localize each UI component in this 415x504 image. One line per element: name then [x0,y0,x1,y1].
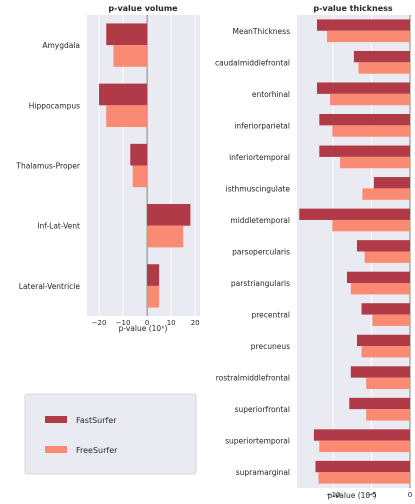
right-category-label: superiortemporal [225,437,290,446]
left-category-label: Inf-Lat-Vent [37,222,80,231]
right-category-label: precentral [252,311,291,320]
right-tick-label: −5 [366,491,376,499]
legend-box [24,393,197,475]
legend-swatch-freesurfer [45,446,67,453]
right-bar-freesurfer-inferiortemporal [340,156,410,169]
right-bar-fastsurfer-meanthickness [316,19,410,31]
right-bar-fastsurfer-parstriangularis [346,271,410,284]
right-bar-freesurfer-precentral [372,314,410,326]
legend: FastSurfer FreeSurfer [24,393,197,475]
right-bar-fastsurfer-superiortemporal [313,429,410,441]
right-bar-fastsurfer-entorhinal [316,82,410,94]
right-category-label: rostralmiddlefrontal [216,374,290,383]
right-bar-fastsurfer-inferiortemporal [319,145,410,157]
right-bar-freesurfer-precuneus [361,346,410,358]
left-category-label: Lateral-Ventricle [19,282,81,291]
right-category-label: parstriangularis [231,279,290,288]
left-bar-freesurfer-amygdala [113,45,148,67]
right-category-label: MeanThickness [232,27,290,36]
right-tick-label: 0 [408,491,412,499]
right-bar-freesurfer-entorhinal [330,93,410,106]
left-tick-label: −20 [92,319,107,327]
left-bar-fastsurfer-lateral-ventricle [147,264,160,286]
volume-bars [99,23,191,308]
legend-swatch-fastsurfer [45,416,67,423]
thickness-x-axis-label: p-value (10ˣ) [328,491,377,500]
right-bar-freesurfer-parstriangularis [350,283,410,295]
right-bar-freesurfer-caudalmiddlefrontal [358,62,410,74]
volume-chart: Amygdala Hippocampus Thalamus-Proper Inf-La… [15,4,200,333]
left-category-label: Thalamus-Proper [15,162,81,171]
right-category-label: precuneus [251,342,290,351]
right-bar-freesurfer-parsopercularis [364,251,410,263]
left-bar-fastsurfer-thalamus-proper [130,143,148,166]
left-tick-label: 0 [145,319,149,327]
left-bar-freesurfer-inf-lat-vent [147,225,184,248]
left-bar-fastsurfer-inf-lat-vent [147,204,191,226]
right-category-label: middletemporal [230,216,290,225]
right-bar-freesurfer-middletemporal [332,219,410,232]
left-bar-freesurfer-lateral-ventricle [147,285,160,308]
right-bar-fastsurfer-precuneus [356,334,410,347]
right-bar-fastsurfer-isthmuscingulate [373,177,410,189]
right-bar-fastsurfer-superiorfrontal [349,397,410,410]
right-category-label: inferiorparietal [234,121,290,130]
legend-label-fastsurfer: FastSurfer [76,416,117,425]
right-bar-freesurfer-superiortemporal [319,440,410,453]
left-tick-label: 20 [191,319,200,327]
thickness-tick-labels: −10 −5 0 [326,491,412,499]
thickness-chart-title: p-value thickness [313,4,393,13]
right-bar-fastsurfer-supramarginal [315,460,410,473]
right-tick-label: −10 [326,491,341,499]
right-bar-freesurfer-inferiorparietal [332,125,410,137]
volume-chart-title: p-value volume [108,4,178,13]
right-bar-fastsurfer-caudalmiddlefrontal [353,50,410,63]
left-category-label: Hippocampus [29,101,80,110]
right-category-label: caudalmiddlefrontal [215,58,290,67]
left-tick-label: −10 [116,319,131,327]
right-bar-fastsurfer-precentral [361,303,410,315]
right-bar-freesurfer-meanthickness [326,30,410,43]
left-bar-freesurfer-hippocampus [106,105,148,127]
volume-x-axis-label: p-value (10ˣ) [119,324,168,333]
right-category-label: entorhinal [252,90,290,99]
left-category-label: Amygdala [42,41,80,50]
thickness-chart: MeanThickness caudalmiddlefrontal entorhin… [215,4,412,500]
volume-category-labels: Amygdala Hippocampus Thalamus-Proper Inf-La… [15,41,81,291]
legend-label-freesurfer: FreeSurfer [76,446,118,455]
left-tick-label: 10 [167,319,176,327]
right-category-label: parsopercularis [232,248,290,257]
right-bar-freesurfer-rostralmiddlefrontal [366,377,410,389]
right-category-label: supramarginal [236,468,290,477]
right-bar-fastsurfer-middletemporal [299,208,410,220]
left-bar-fastsurfer-amygdala [106,23,148,46]
right-bar-freesurfer-superiorfrontal [366,409,410,421]
right-category-label: inferiortemporal [229,153,290,162]
volume-tick-labels: −20 −10 0 10 20 [92,319,200,327]
right-bar-freesurfer-isthmuscingulate [362,188,410,200]
left-bar-freesurfer-thalamus-proper [132,165,148,188]
right-bar-fastsurfer-parsopercularis [356,240,410,252]
left-bar-fastsurfer-hippocampus [99,83,148,106]
thickness-category-labels: MeanThickness caudalmiddlefrontal entorhin… [215,27,290,477]
thickness-bars [299,19,410,484]
right-category-label: isthmuscingulate [226,184,291,193]
right-bar-fastsurfer-inferiorparietal [319,114,410,126]
right-bar-fastsurfer-rostralmiddlefrontal [350,366,410,378]
right-category-label: superiorfrontal [235,405,290,414]
right-bar-freesurfer-supramarginal [318,472,410,484]
